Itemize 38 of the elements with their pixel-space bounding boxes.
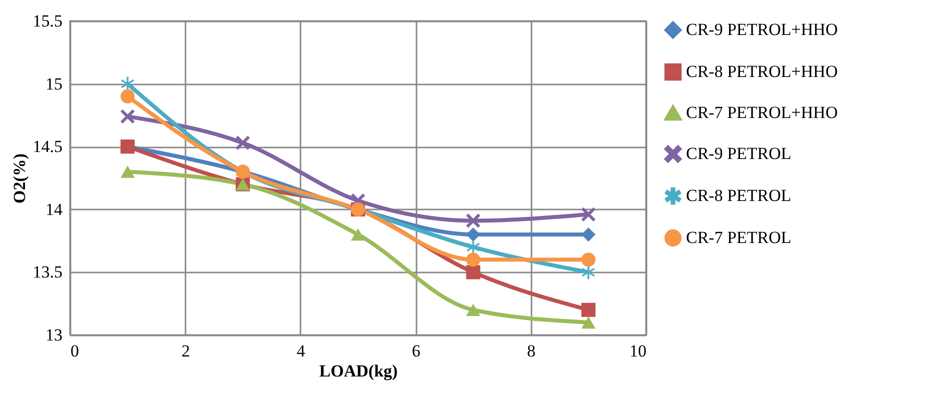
legend-label: CR-8 PETROL+HHO [686,62,838,81]
y-axis-title: O2(%) [10,153,29,204]
point [466,265,480,280]
point [581,302,596,317]
point [581,316,596,329]
y-tick-label: 15 [46,74,62,94]
point [581,207,596,222]
point [350,228,366,241]
x-tick-label: 6 [412,342,420,360]
point [466,214,480,228]
point [121,76,134,91]
y-tick-label: 14 [46,200,63,219]
legend-label: CR-7 PETROL [686,228,792,247]
point [120,166,135,178]
point [120,109,135,124]
point [466,227,480,242]
y-tick-label: 13 [46,326,62,344]
point [581,227,596,242]
point [120,89,135,104]
point [466,240,480,254]
point [582,265,595,280]
legend-label: CR-9 PETROL [686,144,792,163]
point [236,136,250,150]
point [581,252,596,267]
y-tick-label: 15.5 [32,12,62,30]
x-axis-title: LOAD(kg) [319,362,398,380]
y-tick-label: 14.5 [32,137,62,156]
x-tick-label: 0 [70,342,79,360]
x-tick-label: 4 [296,342,306,360]
point [466,252,480,267]
legend-label: CR-8 PETROL [686,186,792,205]
legend-label: CR-7 PETROL+HHO [686,103,838,122]
x-tick-label: 2 [181,342,190,360]
y-tick-label: 13.5 [32,262,62,282]
legend-label: CR-9 PETROL+HHO [686,20,838,39]
x-tick-label: 10 [630,342,646,360]
point [466,304,480,316]
x-tick-label: 8 [527,342,536,360]
